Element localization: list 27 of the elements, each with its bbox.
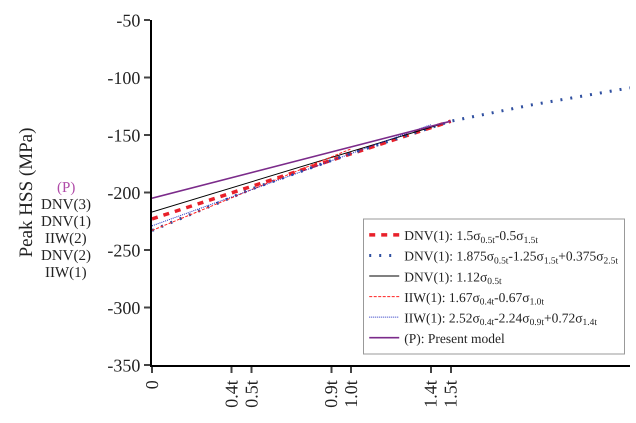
legend-label: DNV(1): 1.875σ$_{0.5t}$-1.25σ$_{1.5t}$+0.375σ$_{2.5t}$ [404,248,618,267]
y-tick-label: -250 [107,240,140,260]
legend-label: (P): Present model [404,330,505,346]
legend-label: IIW(1): 1.67σ$_{0.4t}$-0.67σ$_{1.0t}$ [404,290,544,308]
text: (P) [57,180,76,196]
x-tick-label: 1.0t [341,380,362,408]
x-tick-label: 0.5t [241,380,262,408]
text: IIW(2) [45,231,87,247]
text: IIW(1) [45,265,87,281]
y-tick-label: -100 [107,68,140,88]
text: DNV(3) [41,197,91,213]
legend-label: DNV(1): 1.5σ$_{0.5t}$-0.5σ$_{1.5t}$ [404,228,538,246]
y-axis-title: Peak HSS (MPa) [16,128,37,258]
x-tick-label: 1.4t [420,380,441,408]
text: DNV(2) [41,248,91,264]
x-tick-label: 0.9t [321,380,342,408]
text: DNV(1) [41,214,91,230]
x-tick-label: 1.5t [440,380,461,408]
x-tick-label: 0 [142,380,162,390]
y-tick-label: -350 [107,355,140,376]
y-tick-label: -300 [107,298,140,318]
legend-label: IIW(1): 2.52σ$_{0.4t}$-2.24σ$_{0.9t}$+0.72σ$_{1.4t}$ [404,310,598,328]
y-tick-label: -150 [107,125,140,146]
x-tick-label: 0.4t [222,380,242,408]
y-tick-label: -200 [107,182,140,203]
y-tick-label: -50 [116,10,140,30]
legend-label: DNV(1): 1.12σ$_{0.5t}$ [404,269,502,288]
